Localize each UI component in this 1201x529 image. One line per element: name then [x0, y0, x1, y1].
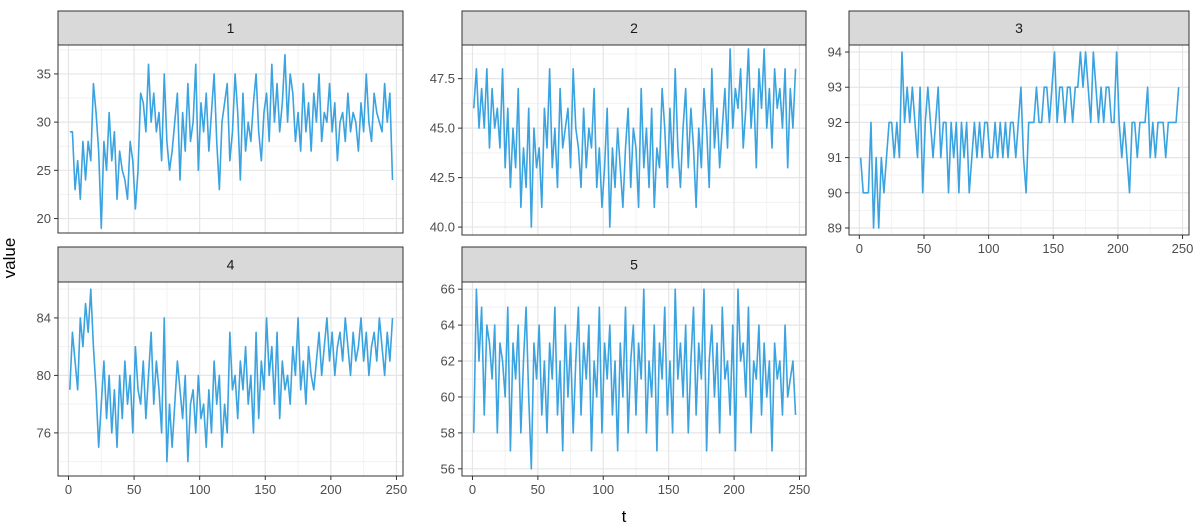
strip-background	[461, 10, 807, 46]
y-tick-label: 25	[37, 163, 51, 178]
y-tick-label: 84	[37, 310, 51, 325]
strip-label: 3	[1015, 20, 1023, 36]
strip-background	[57, 246, 404, 283]
y-tick-label: 89	[828, 220, 842, 235]
y-tick-label: 35	[37, 66, 51, 81]
panel-background	[58, 282, 403, 476]
y-tick-label: 93	[828, 80, 842, 95]
y-tick-label: 56	[441, 461, 455, 476]
x-tick-label: 0	[65, 482, 72, 497]
y-tick-label: 40.0	[430, 220, 455, 235]
y-tick-label: 94	[828, 45, 842, 60]
x-tick-label: 200	[320, 482, 342, 497]
strip-background	[461, 246, 807, 283]
y-tick-label: 90	[828, 185, 842, 200]
y-tick-label: 91	[828, 150, 842, 165]
x-tick-label: 50	[127, 482, 141, 497]
x-tick-label: 250	[789, 482, 811, 497]
x-tick-label: 100	[978, 241, 1000, 256]
panel-5: 5 56 58 60 62 64 66 0 50 100 150 200 250	[441, 246, 811, 497]
panel-background	[58, 45, 403, 233]
y-tick-label: 66	[441, 282, 455, 297]
series-line-2	[472, 48, 797, 228]
y-tick-label: 58	[441, 425, 455, 440]
series-line-3	[859, 51, 1180, 229]
panel-4: 4 76 80 84 0 50 100 150 200 250	[37, 246, 408, 497]
x-tick-label: 250	[1172, 241, 1194, 256]
x-tick-label: 150	[254, 482, 276, 497]
y-axis-title: value	[0, 238, 19, 279]
y-tick-label: 20	[37, 211, 51, 226]
strip-label: 5	[630, 257, 638, 273]
series-line-5	[472, 288, 797, 470]
panel-2: 2 40.0 42.5 45.0 47.5	[430, 10, 807, 236]
y-tick-label: 64	[441, 318, 455, 333]
y-tick-label: 92	[828, 115, 842, 130]
x-tick-label: 200	[1107, 241, 1129, 256]
strip-background	[848, 10, 1190, 46]
x-tick-label: 0	[469, 482, 476, 497]
panel-3: 3 89 90 91 92 93 94 0 50 100 150 200 250	[828, 10, 1194, 256]
x-tick-label: 50	[531, 482, 545, 497]
x-axis-title: t	[622, 507, 627, 526]
x-tick-label: 200	[723, 482, 745, 497]
x-tick-label: 100	[189, 482, 211, 497]
x-tick-label: 150	[1042, 241, 1064, 256]
x-tick-label: 150	[658, 482, 680, 497]
series-line-4	[69, 288, 394, 463]
x-tick-label: 100	[592, 482, 614, 497]
y-tick-label: 42.5	[430, 170, 455, 185]
strip-background	[57, 10, 404, 46]
strip-label: 2	[630, 20, 638, 36]
x-tick-label: 250	[386, 482, 408, 497]
panel-1: 1 20 25 30 35	[37, 10, 404, 234]
strip-label: 4	[227, 257, 235, 273]
x-tick-label: 0	[856, 241, 863, 256]
y-tick-label: 45.0	[430, 121, 455, 136]
y-tick-label: 47.5	[430, 71, 455, 86]
x-tick-label: 50	[917, 241, 931, 256]
y-tick-label: 76	[37, 425, 51, 440]
series-line-1	[69, 53, 394, 229]
y-tick-label: 60	[441, 389, 455, 404]
y-tick-label: 80	[37, 368, 51, 383]
y-tick-label: 30	[37, 115, 51, 130]
strip-label: 1	[227, 20, 235, 36]
y-tick-label: 62	[441, 354, 455, 369]
